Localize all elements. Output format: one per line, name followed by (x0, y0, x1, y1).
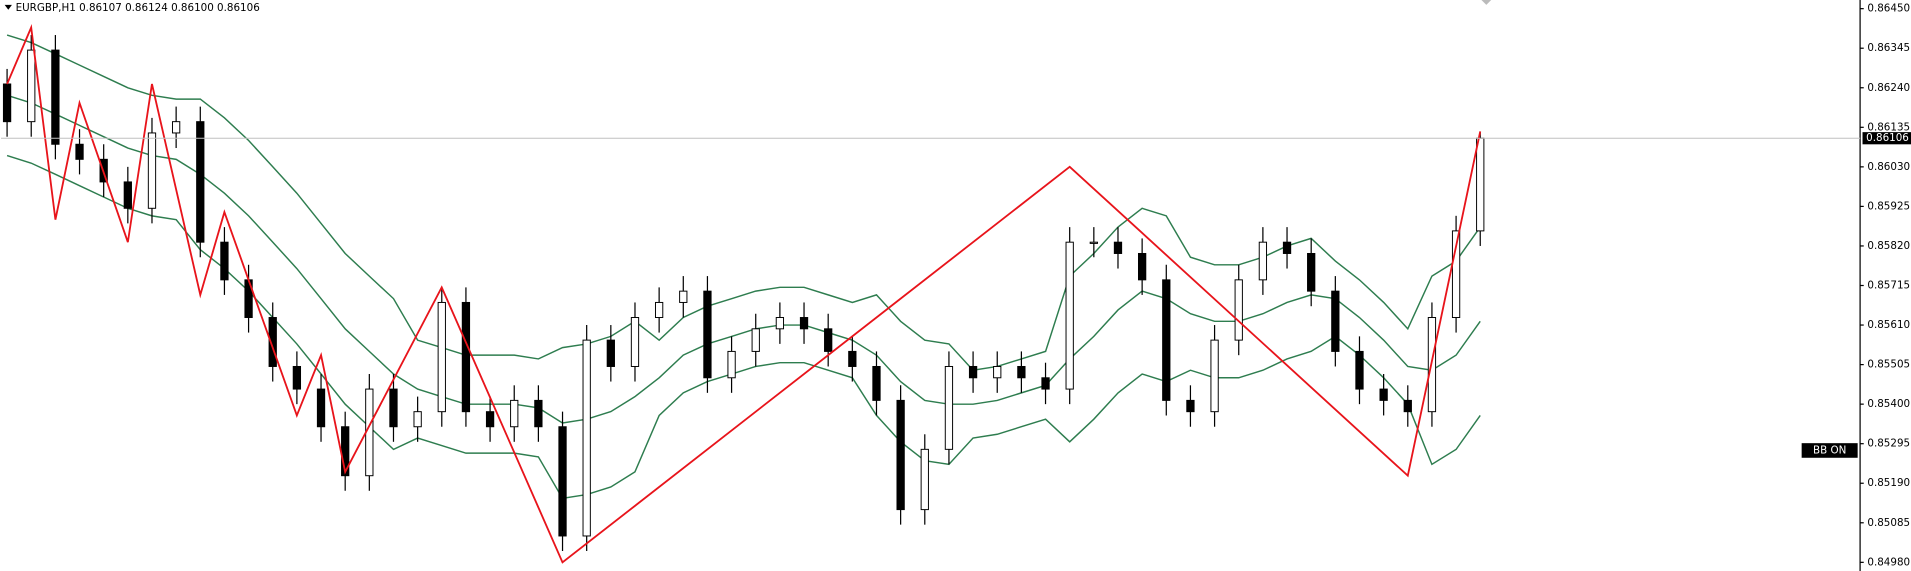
y-tick-label: 0.86450 (1867, 3, 1910, 15)
bb-label: BB ON (1813, 444, 1846, 456)
bollinger-upper (6, 34, 1481, 372)
candle-body (2, 83, 12, 123)
candle-body (316, 388, 326, 428)
y-tick-label: 0.85820 (1867, 240, 1910, 252)
scroll-marker (1481, 0, 1492, 5)
candle-body (1234, 279, 1243, 341)
candle-body (51, 49, 60, 145)
candle-body (1476, 137, 1485, 232)
candle-body (1258, 241, 1268, 281)
candle-body (775, 317, 785, 330)
y-tick-label: 0.84980 (1867, 556, 1910, 568)
candle-body (727, 350, 736, 379)
y-tick-label: 0.86240 (1867, 82, 1910, 94)
y-tick-label: 0.85505 (1867, 359, 1910, 371)
candle-body (1282, 241, 1292, 254)
candle-body (1113, 241, 1123, 254)
candle-body (751, 328, 760, 352)
y-tick-label: 0.86135 (1867, 121, 1910, 133)
candle-body (1065, 241, 1074, 390)
candle-body (944, 365, 954, 450)
candle-body (1017, 365, 1026, 379)
candle-body (292, 365, 302, 390)
candle-body (196, 121, 205, 243)
y-tick-label: 0.86345 (1867, 42, 1910, 54)
candle-body (27, 49, 36, 123)
candle-body (147, 132, 157, 209)
candle-body (1379, 388, 1388, 401)
candle-body (1331, 290, 1340, 352)
y-tick-label: 0.85925 (1867, 200, 1910, 212)
y-tick-label: 0.86030 (1867, 161, 1910, 173)
y-tick-label: 0.85610 (1867, 319, 1910, 331)
candle-body (171, 121, 181, 134)
candle-body (268, 317, 277, 367)
candle-body (510, 399, 519, 428)
candle-body (654, 301, 664, 319)
candle-body (1162, 279, 1171, 401)
candle-body (1403, 399, 1412, 413)
y-tick-label: 0.85715 (1867, 280, 1910, 292)
candle-body (920, 448, 929, 511)
candle-body (993, 365, 1002, 379)
last-price-box (1862, 132, 1911, 145)
candle-body (872, 365, 881, 401)
candle-body (1089, 241, 1098, 244)
candle-body (1210, 339, 1219, 413)
candle-body (534, 399, 543, 428)
candle-body (485, 411, 495, 428)
candle-body (1041, 377, 1050, 390)
y-tick-label: 0.85190 (1867, 477, 1910, 489)
candle-body (968, 365, 978, 379)
menu-arrow[interactable] (4, 4, 12, 10)
candle-body (679, 290, 688, 303)
candle-body (582, 339, 591, 537)
symbol-info: EURGBP,H1 0.86107 0.86124 0.86100 0.8610… (16, 2, 260, 14)
candle-body (413, 411, 422, 428)
candle-body (461, 301, 471, 413)
candle-body (1186, 399, 1195, 413)
candle-body (558, 426, 567, 537)
candle-body (437, 301, 446, 413)
last-price-label: 0.86106 (1866, 132, 1909, 144)
zigzag (6, 24, 1482, 564)
candle-body (75, 143, 84, 160)
y-tick-label: 0.85295 (1867, 438, 1910, 450)
candle-body (1307, 252, 1316, 292)
candle-body (123, 181, 132, 209)
candle-body (799, 317, 809, 330)
y-tick-label: 0.85085 (1867, 517, 1910, 529)
candle-body (630, 317, 640, 367)
candle-body (896, 399, 905, 511)
y-tick-label: 0.85400 (1867, 398, 1910, 410)
candle-body (1355, 350, 1364, 390)
candle-body (703, 290, 712, 379)
candle-body (1451, 230, 1461, 319)
candle-body (1137, 252, 1147, 281)
candle-body (220, 241, 229, 281)
candle-body (389, 388, 398, 428)
bb-badge (1801, 443, 1858, 458)
candle-body (824, 328, 833, 352)
candle-body (606, 339, 615, 367)
candle-body (848, 350, 857, 367)
